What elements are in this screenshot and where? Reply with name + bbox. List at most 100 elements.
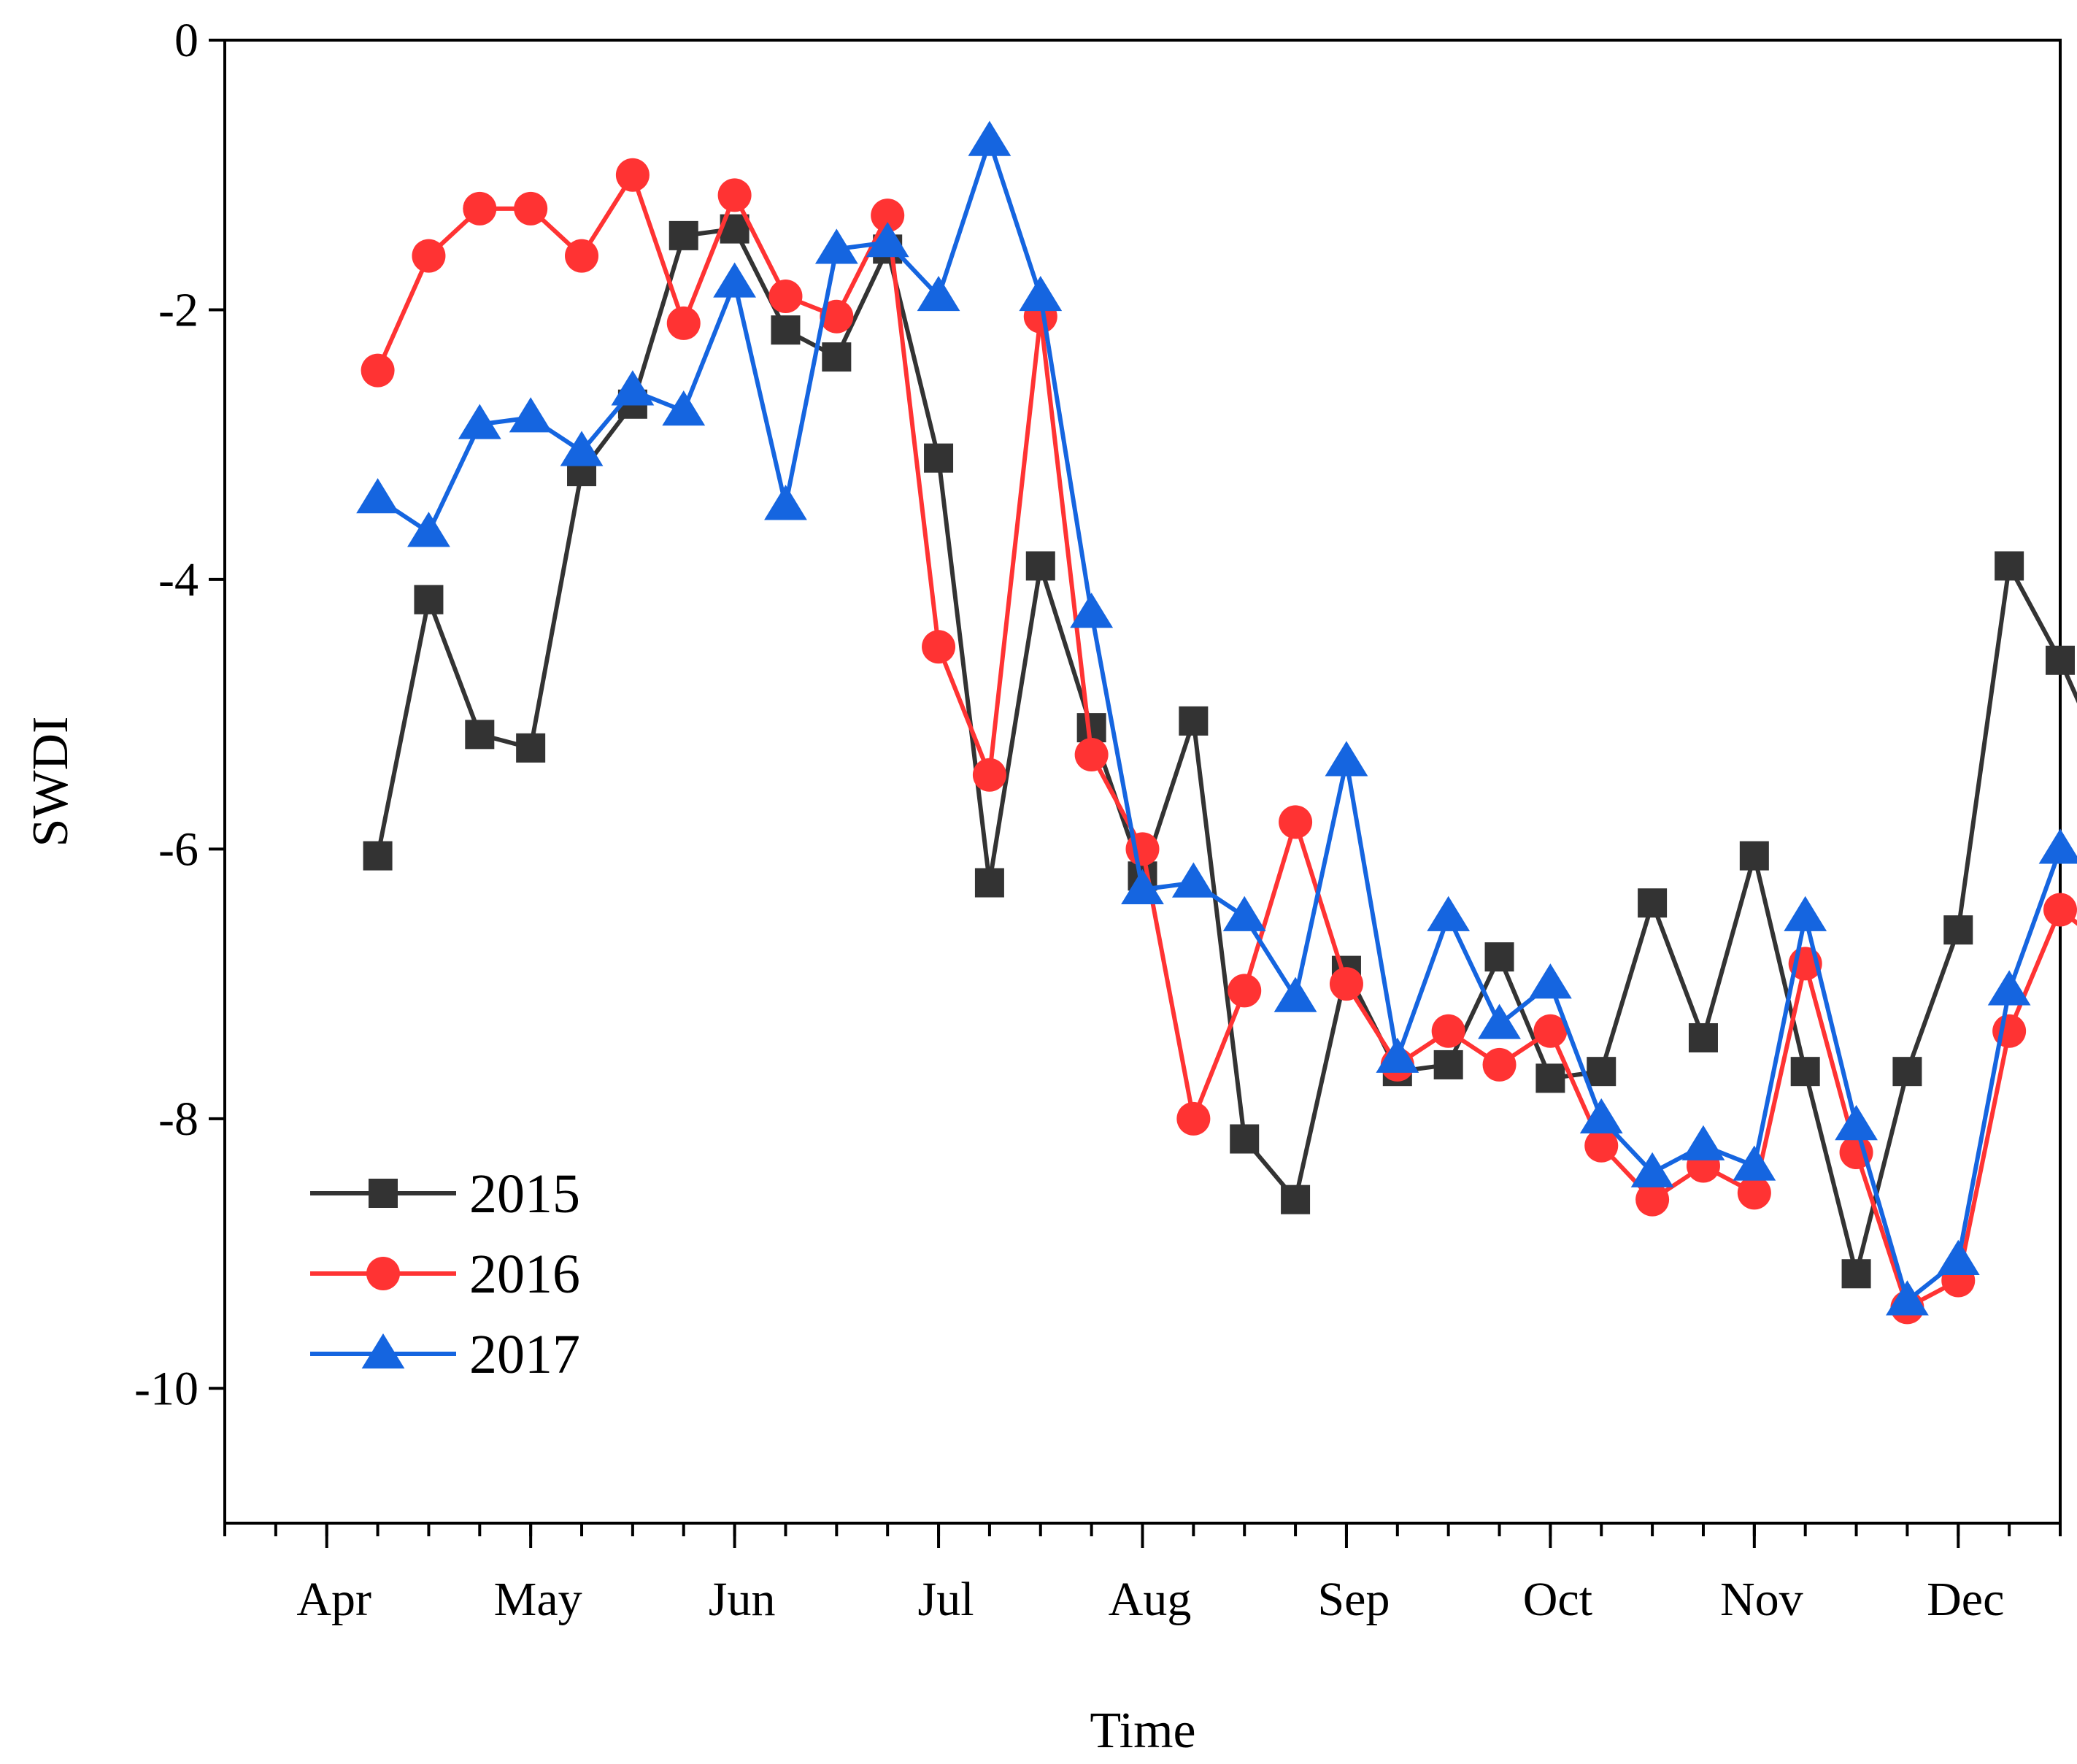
data-point xyxy=(1121,868,1164,904)
data-point xyxy=(922,630,956,664)
x-tick-label: Jul xyxy=(918,1573,974,1626)
y-axis-title: SWDI xyxy=(23,717,79,847)
legend-marker xyxy=(366,1257,400,1290)
x-tick-label: Apr xyxy=(296,1573,371,1626)
data-point xyxy=(1987,970,2031,1006)
data-point xyxy=(924,443,954,473)
x-tick-label: Oct xyxy=(1523,1573,1592,1626)
data-point xyxy=(1835,1105,1878,1141)
y-tick-label: -8 xyxy=(158,1093,199,1146)
data-point xyxy=(666,306,701,340)
data-point xyxy=(1070,593,1114,628)
data-point xyxy=(1228,974,1262,1008)
data-point xyxy=(1273,977,1317,1012)
data-point xyxy=(1176,1101,1211,1136)
data-point xyxy=(458,404,501,439)
data-point xyxy=(516,733,546,763)
y-tick-label: -4 xyxy=(158,553,199,606)
data-point xyxy=(407,512,450,547)
data-point xyxy=(1635,1182,1670,1217)
data-point xyxy=(1533,1014,1568,1048)
data-point xyxy=(771,315,801,345)
data-point xyxy=(1943,915,1973,945)
data-point xyxy=(1681,1125,1725,1160)
data-point xyxy=(356,478,399,514)
data-point xyxy=(514,191,548,226)
data-point xyxy=(1329,967,1363,1001)
x-axis-title: Time xyxy=(1090,1703,1195,1759)
data-point xyxy=(1025,551,1055,581)
data-point xyxy=(822,342,852,372)
data-point xyxy=(1279,805,1313,839)
data-point xyxy=(414,585,444,615)
data-point xyxy=(509,397,552,433)
data-point xyxy=(1630,1152,1674,1187)
data-point xyxy=(968,120,1011,156)
data-point xyxy=(560,431,604,466)
series-2017 xyxy=(356,120,2077,1316)
data-point xyxy=(814,228,858,264)
data-point xyxy=(2046,645,2075,675)
y-tick-label: -10 xyxy=(134,1362,199,1415)
data-point xyxy=(1688,1022,1718,1052)
legend-marker xyxy=(369,1179,398,1208)
legend: 2015 2016 2017 xyxy=(310,1163,580,1385)
data-point xyxy=(1484,942,1514,972)
data-point xyxy=(974,868,1004,898)
data-point xyxy=(463,191,497,226)
data-point xyxy=(1171,862,1215,898)
data-point xyxy=(465,720,495,750)
data-point xyxy=(1478,1004,1521,1039)
data-point xyxy=(1230,1124,1260,1154)
data-point xyxy=(1179,706,1209,736)
data-point xyxy=(768,279,803,313)
data-point xyxy=(1528,963,1572,999)
data-point xyxy=(972,758,1006,792)
data-point xyxy=(668,220,698,250)
legend-label: 2016 xyxy=(469,1244,580,1305)
legend-marker xyxy=(361,1333,405,1369)
x-tick-label: May xyxy=(494,1573,582,1626)
data-point xyxy=(1995,551,2024,581)
data-point xyxy=(1638,888,1668,918)
series-2015 xyxy=(363,214,2077,1289)
data-point xyxy=(1535,1063,1565,1093)
legend-item-2015: 2015 xyxy=(310,1163,580,1225)
data-point xyxy=(1739,841,1769,871)
data-point xyxy=(1325,741,1368,777)
data-point xyxy=(565,239,599,273)
data-point xyxy=(917,275,960,312)
y-tick-label: 0 xyxy=(174,14,199,67)
data-point xyxy=(2043,893,2077,927)
data-point xyxy=(713,262,757,298)
ticks-layer: 0 -2 -4 -6 -8 -10 Apr May Jun Jul Aug Sep Oct Nov Dec xyxy=(134,14,2062,1626)
data-point xyxy=(764,485,807,520)
legend-label: 2017 xyxy=(469,1324,580,1385)
data-point xyxy=(1841,1259,1871,1289)
data-point xyxy=(1431,1014,1465,1048)
data-point xyxy=(1019,275,1063,312)
data-point xyxy=(363,841,393,871)
data-point xyxy=(2038,828,2077,864)
y-tick-label: -2 xyxy=(158,283,199,336)
data-point xyxy=(1737,1176,1771,1210)
data-point xyxy=(1433,1049,1463,1079)
data-point xyxy=(1222,896,1266,931)
data-point xyxy=(1587,1057,1616,1087)
data-point xyxy=(1936,1239,1980,1275)
data-point xyxy=(1579,1098,1623,1133)
data-point xyxy=(361,353,395,388)
data-point xyxy=(1281,1185,1311,1214)
data-point xyxy=(1074,738,1109,772)
data-point xyxy=(1790,1057,1820,1087)
legend-label: 2015 xyxy=(469,1163,580,1225)
data-point xyxy=(1784,896,1827,931)
data-point xyxy=(1892,1057,1922,1087)
x-tick-label: Dec xyxy=(1927,1573,2004,1626)
data-point xyxy=(1733,1145,1776,1181)
y-tick-label: -6 xyxy=(158,823,199,876)
data-point xyxy=(1376,1037,1419,1073)
data-point xyxy=(615,158,650,192)
legend-item-2017: 2017 xyxy=(310,1324,580,1385)
